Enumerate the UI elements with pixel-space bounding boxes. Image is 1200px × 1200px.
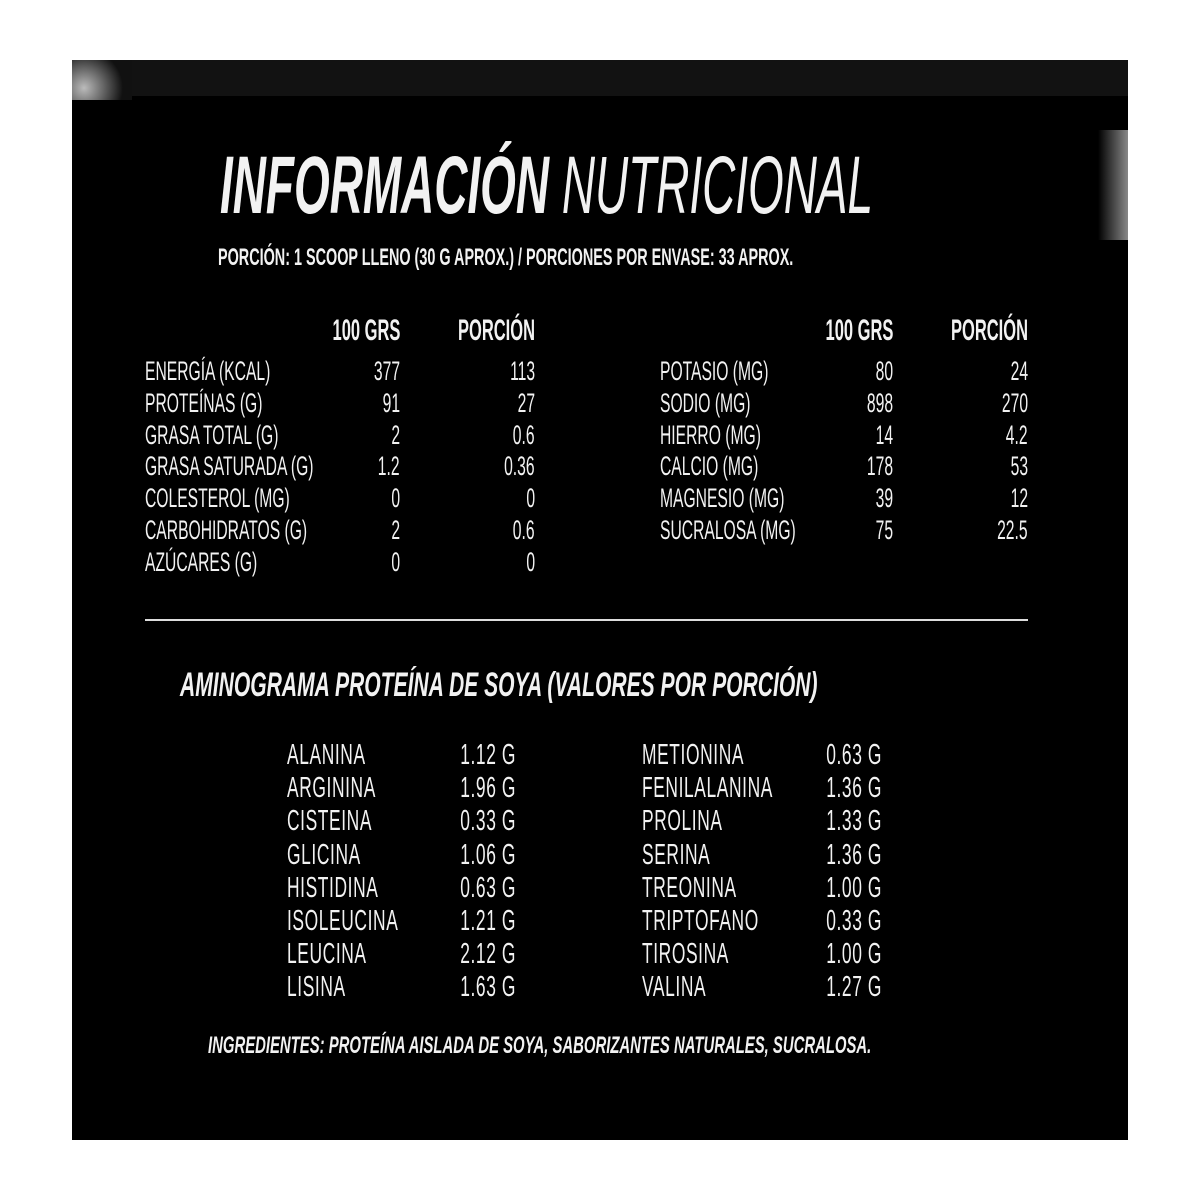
- amino-acid-value: 1.27 G: [826, 971, 882, 1004]
- amino-acid-value: 1.00 G: [826, 871, 882, 904]
- amino-acid-name: VALINA: [642, 971, 707, 1004]
- nutrient-per-portion: 0.6: [513, 515, 535, 545]
- nutrient-per-portion: 0.36: [504, 451, 535, 482]
- amino-acid-value: 0.33 G: [826, 905, 882, 937]
- nutrient-per-100g: 0: [391, 483, 400, 514]
- divider: [145, 619, 1028, 621]
- amino-acid-name: PROLINA: [642, 805, 723, 838]
- nutrient-name: AZÚCARES (G): [145, 546, 258, 577]
- nutrient-per-100g: 898: [866, 387, 893, 418]
- amino-acid-name: ARGININA: [287, 772, 376, 805]
- amino-acid-value: 1.36 G: [826, 838, 882, 871]
- nutrient-per-100g: 377: [373, 356, 400, 386]
- nutrient-name: COLESTEROL (MG): [145, 483, 290, 514]
- nutrient-name: CALCIO (MG): [660, 451, 759, 482]
- nutrient-name: ENERGÍA (KCAL): [145, 356, 271, 386]
- column-header-100g: 100 GRS: [825, 314, 893, 347]
- column-header-portion: PORCIÓN: [457, 314, 535, 347]
- nutrient-name: POTASIO (MG): [660, 356, 769, 386]
- nutrient-per-100g: 1.2: [378, 451, 400, 482]
- amino-acid-value: 1.00 G: [826, 938, 882, 971]
- column-header-portion: PORCIÓN: [950, 314, 1028, 347]
- amino-acid-value: 0.63 G: [826, 739, 882, 771]
- nutrient-per-portion: 24: [1010, 356, 1028, 386]
- amino-acid-name: SERINA: [642, 838, 711, 871]
- serving-info: PORCIÓN: 1 SCOOP LLENO (30 G APROX.) / P…: [218, 244, 794, 271]
- column-header-100g: 100 GRS: [332, 314, 400, 347]
- panel-top-band: [72, 60, 1128, 96]
- amino-acid-name: ISOLEUCINA: [287, 905, 399, 937]
- nutrient-per-100g: 14: [875, 419, 893, 450]
- nutrient-name: SUCRALOSA (MG): [660, 515, 796, 545]
- amino-acid-name: LEUCINA: [287, 938, 367, 971]
- nutrient-per-portion: 113: [510, 356, 535, 386]
- title: INFORMACIÓN NUTRICIONAL: [220, 145, 873, 227]
- nutrient-per-portion: 0.6: [513, 419, 535, 450]
- nutrient-name: GRASA TOTAL (G): [145, 419, 279, 450]
- nutrient-name: MAGNESIO (MG): [660, 483, 785, 514]
- nutrient-per-portion: 53: [1010, 451, 1028, 482]
- panel-edge-highlight: [1098, 130, 1128, 240]
- amino-acid-name: CISTEINA: [287, 805, 373, 838]
- nutrient-per-portion: 12: [1010, 483, 1028, 514]
- amino-acid-value: 1.63 G: [460, 971, 516, 1004]
- panel-smudge: [72, 60, 132, 100]
- title-light: NUTRICIONAL: [561, 140, 874, 231]
- aminogram-title: AMINOGRAMA PROTEÍNA DE SOYA (VALORES POR…: [180, 666, 818, 704]
- amino-acid-name: GLICINA: [287, 838, 361, 871]
- label-panel: [72, 60, 1128, 1140]
- nutrient-per-portion: 27: [517, 387, 535, 418]
- nutrient-name: GRASA SATURADA (G): [145, 451, 314, 482]
- amino-acid-value: 0.33 G: [460, 805, 516, 838]
- nutrient-name: CARBOHIDRATOS (G): [145, 515, 308, 545]
- nutrient-per-100g: 2: [391, 515, 400, 545]
- nutrient-per-100g: 80: [875, 356, 893, 386]
- nutrient-name: PROTEÍNAS (G): [145, 387, 263, 418]
- amino-acid-value: 1.21 G: [460, 905, 516, 937]
- amino-acid-name: HISTIDINA: [287, 871, 379, 904]
- nutrient-per-100g: 39: [875, 483, 893, 514]
- nutrient-per-portion: 4.2: [1006, 419, 1028, 450]
- amino-acid-name: TRIPTOFANO: [642, 905, 759, 937]
- nutrient-per-portion: 0: [526, 546, 535, 577]
- amino-acid-name: FENILALANINA: [642, 772, 773, 805]
- nutrient-per-100g: 75: [875, 515, 893, 545]
- nutrient-per-100g: 91: [382, 387, 400, 418]
- amino-acid-value: 1.36 G: [826, 772, 882, 805]
- nutrient-name: HIERRO (MG): [660, 419, 761, 450]
- amino-acid-value: 0.63 G: [460, 871, 516, 904]
- amino-acid-name: METIONINA: [642, 739, 745, 771]
- amino-acid-value: 1.96 G: [460, 772, 516, 805]
- nutrient-per-portion: 22.5: [997, 515, 1028, 545]
- nutrient-per-portion: 0: [526, 483, 535, 514]
- amino-acid-value: 1.12 G: [460, 739, 516, 771]
- ingredients: INGREDIENTES: PROTEÍNA AISLADA DE SOYA, …: [208, 1032, 872, 1059]
- title-bold: INFORMACIÓN: [220, 140, 550, 231]
- amino-acid-value: 1.06 G: [460, 838, 516, 871]
- amino-acid-name: TREONINA: [642, 871, 737, 904]
- amino-acid-name: TIROSINA: [642, 938, 729, 971]
- nutrient-per-portion: 270: [1001, 387, 1028, 418]
- amino-acid-value: 2.12 G: [460, 938, 516, 971]
- nutrient-per-100g: 178: [866, 451, 893, 482]
- amino-acid-value: 1.33 G: [826, 805, 882, 838]
- amino-acid-name: ALANINA: [287, 739, 366, 771]
- nutrient-name: SODIO (MG): [660, 387, 751, 418]
- amino-acid-name: LISINA: [287, 971, 346, 1004]
- nutrient-per-100g: 2: [391, 419, 400, 450]
- nutrient-per-100g: 0: [391, 546, 400, 577]
